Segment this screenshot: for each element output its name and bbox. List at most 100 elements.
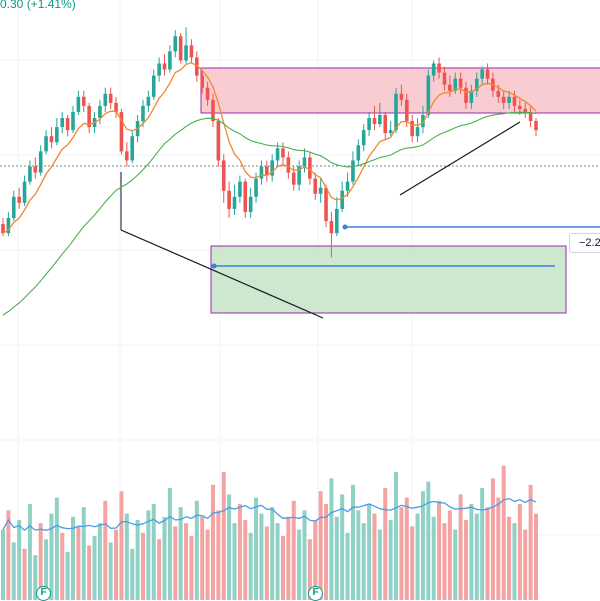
candle-body <box>162 63 167 70</box>
candle <box>431 60 436 82</box>
candle <box>259 160 264 185</box>
volume-bar <box>232 523 237 600</box>
candle <box>421 105 425 134</box>
candle-body <box>243 181 248 212</box>
support-zone[interactable] <box>210 245 567 314</box>
trendline-down[interactable] <box>120 229 324 319</box>
resistance-zone[interactable] <box>200 67 600 114</box>
moving-averages <box>2 62 537 316</box>
candle <box>49 127 54 149</box>
volume-bar <box>81 507 86 600</box>
level-handle-lower[interactable] <box>211 263 217 269</box>
candle <box>297 160 301 191</box>
candle-body <box>313 178 318 194</box>
candle <box>38 145 43 176</box>
candle <box>410 114 414 143</box>
event-badge-f[interactable]: F <box>308 586 323 601</box>
candle <box>119 108 124 155</box>
candle <box>238 175 242 203</box>
candle <box>469 84 474 109</box>
volume-bar <box>512 523 517 600</box>
candle-body <box>507 96 511 103</box>
candle-body <box>189 45 194 58</box>
trendline-up[interactable] <box>399 121 521 196</box>
candle <box>189 39 194 64</box>
volume-bar <box>151 504 156 600</box>
volume-bar <box>119 491 124 600</box>
candle <box>528 105 533 128</box>
candle <box>474 72 479 97</box>
candle <box>437 57 441 79</box>
candle <box>17 187 21 209</box>
level-handle-upper[interactable] <box>342 224 348 230</box>
volume-bar <box>329 478 334 600</box>
candle-body <box>286 157 291 173</box>
candle-body <box>28 166 32 182</box>
volume-bar <box>27 504 32 600</box>
candle <box>211 93 215 128</box>
candle-body <box>367 118 371 131</box>
candle-body <box>71 111 75 131</box>
candle <box>151 69 156 100</box>
candle-body <box>496 90 501 97</box>
volume-bar <box>60 532 65 600</box>
candle <box>523 102 528 119</box>
candle <box>351 151 355 185</box>
candle <box>426 69 431 119</box>
candle-body <box>119 111 124 152</box>
volume-bar <box>490 478 495 600</box>
zones <box>200 67 600 314</box>
volume-bar <box>469 504 474 600</box>
candle <box>98 99 102 125</box>
volume-bar <box>415 513 420 600</box>
candle-body <box>501 96 506 103</box>
volume-bar <box>534 513 538 600</box>
volume-bar <box>210 484 215 600</box>
volume-bar <box>108 542 113 600</box>
volume-bar <box>6 510 11 600</box>
candle-body <box>404 99 409 122</box>
candle-body <box>308 157 312 179</box>
candle <box>340 181 344 212</box>
candle <box>178 33 183 64</box>
volume-bar <box>453 529 458 600</box>
candle-body <box>442 72 447 85</box>
candle <box>6 211 11 237</box>
candle <box>114 96 118 119</box>
candle <box>480 66 484 85</box>
candle-body <box>437 63 441 73</box>
candle-body <box>361 130 366 146</box>
volume-bar <box>345 532 350 600</box>
candle-body <box>200 75 205 88</box>
candle <box>512 90 517 112</box>
candle-body <box>22 181 27 203</box>
volume-bar <box>76 526 81 600</box>
volume-bar <box>307 539 312 600</box>
candle-body <box>55 127 59 143</box>
candle <box>361 124 366 152</box>
volume-bar <box>280 536 285 600</box>
candle-body <box>211 99 215 122</box>
volume-bar <box>38 523 43 600</box>
candle <box>367 111 371 137</box>
event-badge-f[interactable]: F <box>36 586 51 601</box>
volume-bar <box>372 513 377 600</box>
candle <box>265 160 269 182</box>
volume-bar <box>286 516 291 600</box>
candle <box>442 66 447 91</box>
volume-bar <box>426 481 431 600</box>
candle-body <box>270 160 274 176</box>
volume-bar <box>410 526 415 600</box>
candle <box>243 178 248 219</box>
volume-bar <box>270 507 275 600</box>
volume-bar <box>507 516 512 600</box>
candle-body <box>351 160 355 182</box>
volume-bar <box>275 523 280 600</box>
candle <box>11 190 16 222</box>
candle-body <box>114 102 118 112</box>
volume-bar <box>162 516 167 600</box>
candle <box>534 118 538 137</box>
candle <box>125 142 129 167</box>
